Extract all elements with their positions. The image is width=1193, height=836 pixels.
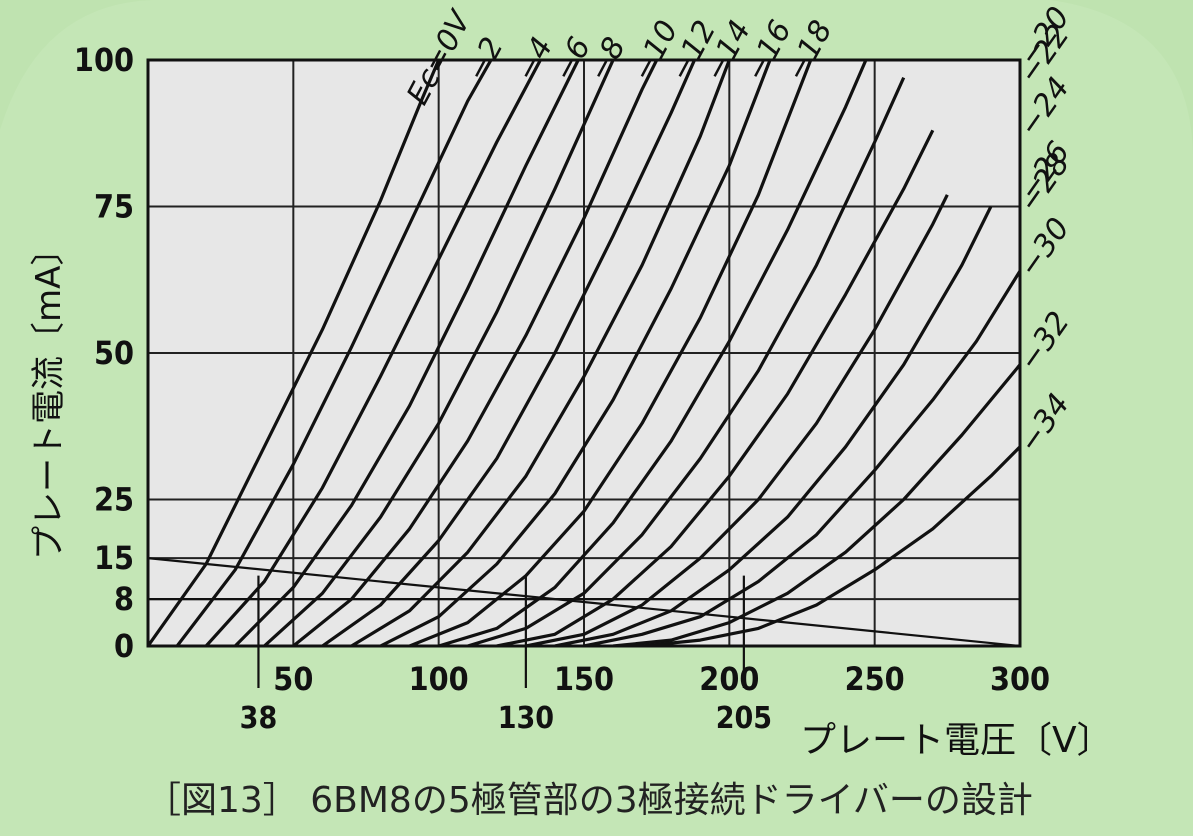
y-tick-label-1: 8 [114,580,134,618]
y-axis-label: プレート電流〔mA〕 [29,232,69,560]
x-tick-label-2: 150 [554,660,614,698]
load-lines [147,557,1021,688]
y-tick-label-0: 0 [114,627,134,665]
series-line-12 [496,129,935,646]
y-tick-label-6: 100 [74,41,134,79]
series-line-16 [612,363,1020,646]
series-line-8 [379,60,772,646]
figure-caption: ［図13］ 6BM8の5極管部の3極接続ドライバーの設計 [145,780,1033,821]
x-marker-label-2: 205 [716,701,772,736]
series-line-14 [554,205,993,646]
x-marker-label-1: 130 [498,701,554,736]
series-line-6 [321,60,696,646]
y-tick-label-5: 75 [94,188,134,226]
x-tick-label-0: 50 [273,660,313,698]
plot-frame [146,58,1022,648]
series-line-3 [234,60,580,646]
series-line-13 [525,194,949,646]
series-line-15 [583,270,1020,646]
x-tick-labels: 50 100 150 200 250 300 38 130 205 [240,660,1050,736]
x-tick-label-4: 250 [845,660,905,698]
x-tick-label-5: 300 [990,660,1050,698]
y-tick-label-2: 15 [94,539,134,577]
series-line-10 [438,60,868,646]
x-axis-label: プレート電圧〔V〕 [800,720,1113,761]
series-line-17 [641,445,1020,646]
x-tick-label-3: 200 [699,660,759,698]
y-tick-label-4: 50 [94,334,134,372]
series-line-4 [263,60,615,646]
series-line-9 [409,60,813,646]
y-tick-label-3: 25 [94,481,134,519]
series-line-1 [175,60,493,646]
y-tick-labels: 0 815 25 50 75 100 [74,41,134,665]
x-tick-label-1: 100 [409,660,469,698]
series-lines [148,60,1020,646]
series-line-5 [292,60,659,646]
series-line-7 [350,60,731,646]
series-line-2 [204,60,542,646]
load-line-0 [147,557,1021,648]
x-marker-label-0: 38 [240,701,278,736]
series-line-11 [467,76,906,646]
